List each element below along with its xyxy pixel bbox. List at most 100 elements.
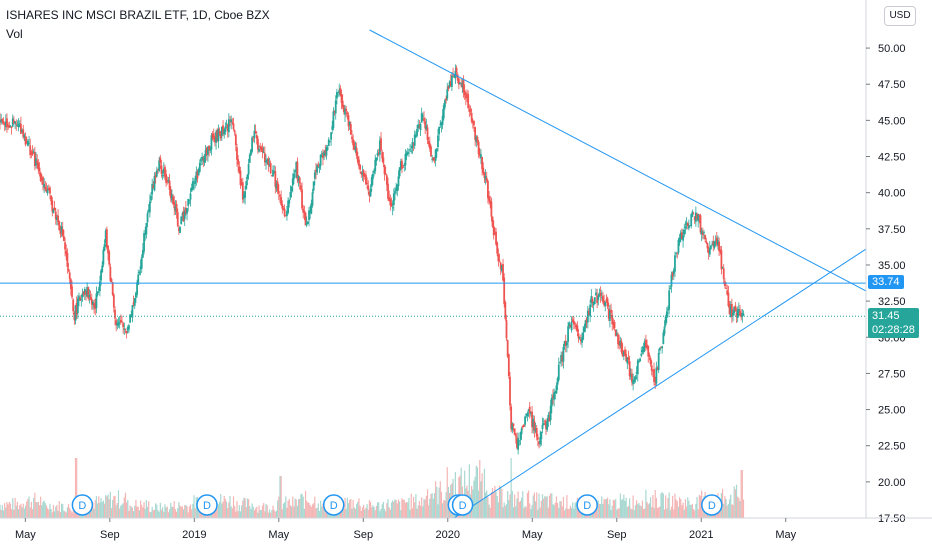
volume-bar (343, 509, 345, 518)
candle-body (728, 304, 731, 315)
volume-bar (156, 504, 158, 518)
volume-bar (222, 501, 224, 518)
dividend-marker[interactable]: D (451, 494, 474, 516)
candle-body (451, 75, 453, 87)
volume-bar (270, 512, 272, 518)
volume-bar (641, 500, 644, 518)
candle-body (674, 255, 676, 272)
candle-body (582, 332, 585, 340)
volume-bar (122, 503, 124, 518)
price-tick-label: 20.00 (878, 477, 906, 489)
volume-bar (99, 502, 101, 518)
volume-bar (216, 508, 218, 518)
candle-body (0, 119, 3, 123)
candle-body (1, 119, 4, 122)
candle-body (210, 135, 213, 150)
currency-button[interactable]: USD (884, 6, 916, 26)
volume-bar (596, 502, 598, 518)
volume-bar (109, 491, 111, 518)
volume-bar (374, 510, 376, 518)
dividend-marker[interactable]: D (576, 494, 598, 516)
candle-body (160, 165, 163, 174)
candle-body (389, 198, 392, 206)
candle-body (532, 419, 535, 428)
volume-bar (516, 498, 518, 518)
candle-body (500, 265, 503, 272)
candle-body (372, 173, 374, 180)
volume-bar (300, 494, 302, 518)
dividend-marker[interactable]: D (701, 494, 723, 516)
trend-lines[interactable] (0, 29, 867, 519)
candle-body (176, 212, 179, 226)
candle-body (172, 196, 174, 205)
candle-body (297, 175, 300, 182)
candle-body (683, 229, 686, 235)
volume-bar (665, 495, 667, 518)
candle-body (253, 130, 256, 138)
price-axis[interactable]: 50.00 47.50 45.00 42.50 40.00 37.50 35.00 32.50… (865, 0, 906, 525)
volume-bar (360, 510, 362, 518)
volume-indicator-label[interactable]: Vol (6, 27, 23, 41)
candle-body (157, 168, 159, 170)
volume-bar (51, 512, 53, 518)
candle-body (721, 267, 724, 269)
candle-body (687, 225, 690, 229)
candle-body (691, 211, 694, 217)
volume-bar (155, 503, 157, 518)
candle-body (111, 282, 114, 295)
volume-bar (250, 509, 252, 518)
candle-body (75, 303, 78, 315)
candle-body (631, 373, 633, 383)
candle-body (411, 142, 414, 149)
volume-bar (739, 501, 741, 518)
volume-bar (6, 502, 8, 518)
volume-bar (185, 505, 187, 518)
candle-body (331, 126, 334, 130)
candle-body (498, 259, 501, 261)
candle-body (306, 221, 309, 224)
volume-bar (491, 488, 494, 518)
volume-bar (367, 509, 369, 518)
candle-body (43, 183, 46, 188)
candle-body (212, 135, 215, 140)
dividend-marker[interactable]: D (196, 494, 218, 516)
volume-bar (14, 497, 16, 518)
candle-body (287, 200, 290, 213)
candle-body (67, 269, 70, 271)
volume-bar (354, 508, 357, 518)
candle-body (282, 208, 285, 210)
candle-body (222, 125, 224, 134)
candle-body (187, 198, 190, 206)
candle-body (713, 241, 716, 248)
volume-bar (58, 501, 60, 518)
volume-bar (182, 509, 185, 518)
volume-bar (618, 508, 620, 518)
price-tick-label: 40.00 (878, 188, 906, 200)
candle-body (79, 297, 82, 301)
volume-bar (7, 504, 9, 518)
time-axis[interactable]: May Sep 2019 May Sep 2020 May Sep 2021 May (0, 517, 932, 541)
candle-body (64, 242, 66, 250)
candle-body (168, 180, 171, 190)
volume-bar (612, 499, 614, 518)
candle-body (518, 440, 521, 442)
volume-bar (364, 509, 366, 518)
volume-bar (663, 509, 666, 518)
volume-bar (546, 496, 548, 518)
candle-body (560, 355, 563, 362)
candle-body (492, 226, 495, 236)
candle-body (247, 164, 250, 175)
dividend-label: D (203, 500, 211, 512)
volume-bar (187, 512, 189, 518)
dividend-marker[interactable]: D (71, 494, 94, 516)
time-tick-label: 2019 (182, 529, 206, 541)
candle-body (243, 194, 245, 199)
candle-body (589, 304, 592, 317)
dividend-marker[interactable]: D (322, 494, 345, 516)
candle-body (325, 147, 328, 156)
candle-body (394, 191, 396, 194)
volume-bar (428, 505, 430, 518)
dividend-markers[interactable]: DDDDDDD (71, 494, 723, 516)
candle-body (50, 195, 53, 202)
